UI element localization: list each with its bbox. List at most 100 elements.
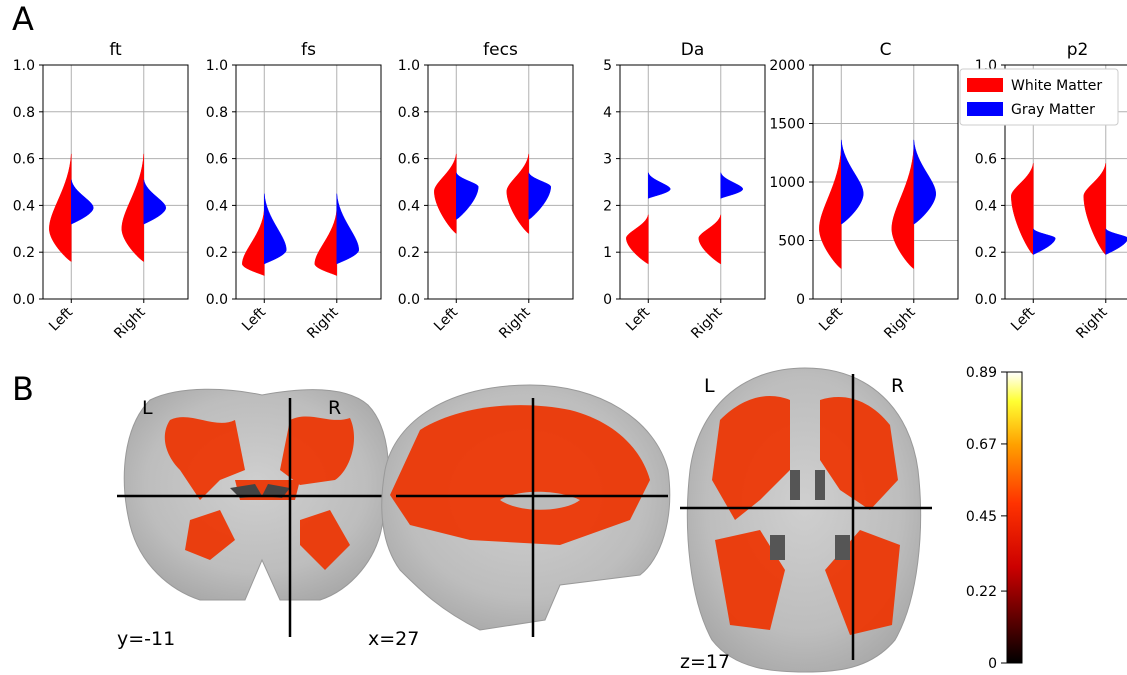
axial-slice: L R z=17 bbox=[680, 367, 932, 673]
y-tick-label: 0.4 bbox=[13, 198, 35, 214]
legend-label-gray-matter: Gray Matter bbox=[1011, 102, 1095, 118]
colorbar-tick-label: 0.45 bbox=[966, 509, 997, 525]
y-tick-label: 1.0 bbox=[13, 58, 35, 74]
y-tick-label: 1 bbox=[603, 245, 612, 261]
x-tick-label: Left bbox=[1008, 304, 1038, 334]
chart-title: Da bbox=[681, 40, 705, 60]
violin-white-matter-left bbox=[434, 153, 457, 234]
y-tick-label: 0 bbox=[603, 292, 612, 308]
y-tick-label: 1.0 bbox=[398, 58, 420, 74]
axes-frame bbox=[812, 64, 959, 300]
colorbar: 0.89 0.67 0.45 0.22 0 bbox=[966, 365, 1023, 672]
violin-gray-matter-right bbox=[336, 193, 360, 265]
sagittal-white-matter-map bbox=[390, 405, 650, 545]
axes-frame bbox=[42, 64, 189, 300]
y-tick-label: 0.0 bbox=[206, 292, 228, 308]
axial-coord-label: z=17 bbox=[680, 651, 730, 673]
y-tick-label: 0.6 bbox=[398, 152, 420, 168]
y-tick-label: 1.0 bbox=[206, 58, 228, 74]
y-tick-label: 0.4 bbox=[206, 198, 228, 214]
violin-gray-matter-left bbox=[456, 172, 479, 220]
y-tick-label: 1500 bbox=[769, 117, 805, 133]
violin-white-matter-left bbox=[819, 148, 842, 269]
x-tick-label: Left bbox=[816, 304, 846, 334]
violin-white-matter-right bbox=[314, 210, 338, 277]
violin-white-matter-right bbox=[121, 153, 145, 262]
violin-white-matter-right bbox=[698, 214, 722, 265]
axial-left-label: L bbox=[704, 375, 715, 397]
y-tick-label: 0.2 bbox=[206, 245, 228, 261]
axes-frame bbox=[1004, 64, 1127, 300]
chart-fs: 0.0 0.2 0.4 0.6 0.8 1.0 Left Right fs bbox=[206, 40, 382, 342]
violin-white-matter-left bbox=[242, 210, 265, 277]
legend-swatch-white-matter bbox=[967, 78, 1003, 92]
violin-white-matter-left bbox=[1011, 163, 1034, 255]
y-tick-label: 0.8 bbox=[13, 105, 35, 121]
violin-gray-matter-right bbox=[528, 172, 552, 220]
axes-frame bbox=[619, 64, 766, 300]
chart-Da: 0 1 2 3 4 5 Left Right Da bbox=[603, 40, 766, 342]
y-tick-label: 0.4 bbox=[398, 198, 420, 214]
violin-gray-matter-left bbox=[71, 179, 94, 225]
chart-title: ft bbox=[109, 40, 122, 60]
sagittal-coord-label: x=27 bbox=[368, 628, 419, 650]
x-tick-label: Left bbox=[623, 304, 653, 334]
y-tick-label: 5 bbox=[603, 58, 612, 74]
chart-title: fecs bbox=[483, 40, 518, 60]
y-tick-label: 0.6 bbox=[206, 152, 228, 168]
x-tick-label: Right bbox=[304, 304, 342, 342]
colorbar-tick-label: 0.89 bbox=[966, 365, 997, 381]
legend-swatch-gray-matter bbox=[967, 102, 1003, 116]
coronal-right-label: R bbox=[328, 397, 341, 419]
x-tick-label: Right bbox=[1073, 304, 1111, 342]
axial-right-label: R bbox=[891, 375, 904, 397]
violin-white-matter-left bbox=[49, 153, 72, 262]
y-tick-label: 0.0 bbox=[398, 292, 420, 308]
violin-gray-matter-right bbox=[143, 179, 167, 225]
coronal-ventricles bbox=[230, 484, 290, 498]
violin-gray-matter-left bbox=[1033, 228, 1056, 255]
y-tick-label: 0.8 bbox=[398, 105, 420, 121]
axes-frame bbox=[427, 64, 574, 300]
violin-gray-matter-right bbox=[1105, 228, 1127, 255]
x-tick-label: Right bbox=[496, 304, 534, 342]
x-tick-label: Left bbox=[46, 304, 76, 334]
violin-gray-matter-left bbox=[841, 139, 864, 225]
y-tick-label: 1000 bbox=[769, 175, 805, 191]
coronal-left-label: L bbox=[142, 397, 153, 419]
x-tick-label: Right bbox=[881, 304, 919, 342]
y-tick-label: 0.8 bbox=[206, 105, 228, 121]
violin-white-matter-left bbox=[626, 214, 649, 265]
colorbar-gradient bbox=[1006, 371, 1023, 664]
chart-title: C bbox=[880, 40, 892, 60]
y-tick-label: 0.6 bbox=[13, 152, 35, 168]
axes-frame bbox=[235, 64, 382, 300]
chart-title: fs bbox=[301, 40, 316, 60]
colorbar-tick-label: 0 bbox=[988, 656, 997, 672]
x-tick-label: Left bbox=[431, 304, 461, 334]
violin-gray-matter-right bbox=[720, 172, 744, 199]
chart-fecs: 0.0 0.2 0.4 0.6 0.8 1.0 Left Right fecs bbox=[398, 40, 574, 342]
colorbar-tick-label: 0.22 bbox=[966, 584, 997, 600]
coronal-coord-label: y=-11 bbox=[117, 628, 175, 650]
y-tick-label: 4 bbox=[603, 105, 612, 121]
y-tick-label: 2 bbox=[603, 198, 612, 214]
violin-white-matter-right bbox=[1083, 163, 1107, 255]
coronal-slice: L R y=-11 bbox=[117, 388, 396, 650]
y-tick-label: 500 bbox=[778, 234, 805, 250]
violin-gray-matter-right bbox=[913, 139, 937, 225]
y-tick-label: 0.0 bbox=[975, 292, 997, 308]
legend-label-white-matter: White Matter bbox=[1011, 78, 1102, 94]
sagittal-slice: x=27 bbox=[368, 384, 671, 650]
y-tick-label: 2000 bbox=[769, 58, 805, 74]
chart-C: 0 500 1000 1500 2000 Left Right C bbox=[769, 40, 959, 342]
y-tick-label: 0.4 bbox=[975, 198, 997, 214]
y-tick-label: 0.2 bbox=[398, 245, 420, 261]
colorbar-tick-label: 0.67 bbox=[966, 437, 997, 453]
x-tick-label: Right bbox=[111, 304, 149, 342]
violin-white-matter-right bbox=[891, 148, 915, 269]
violin-gray-matter-left bbox=[264, 193, 287, 265]
colorbar-ticks: 0.89 0.67 0.45 0.22 0 bbox=[966, 365, 1007, 672]
x-tick-label: Left bbox=[239, 304, 269, 334]
